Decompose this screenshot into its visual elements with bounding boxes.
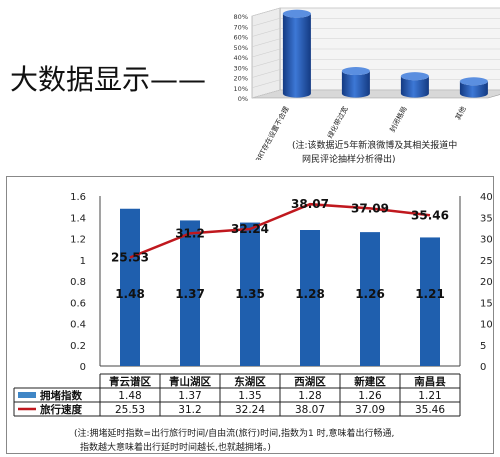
congestion-bar <box>240 222 260 366</box>
right-axis-tick: 5 <box>480 341 486 352</box>
left-axis-tick: 0.2 <box>70 341 86 352</box>
top-chart-bar <box>341 71 370 98</box>
top-chart-gridline <box>251 28 281 37</box>
speed-data-label: 31.2 <box>175 226 205 240</box>
congestion-data-label: 1.37 <box>175 287 205 301</box>
congestion-bar <box>120 208 140 366</box>
top-chart-y-tick: 10% <box>234 85 248 93</box>
top-chart-bar-top <box>400 72 429 81</box>
right-axis-tick: 30 <box>480 235 493 246</box>
left-axis-tick: 0.6 <box>70 298 86 309</box>
top-chart-y-tick: 80% <box>234 13 248 21</box>
speed-data-label: 25.53 <box>111 250 149 264</box>
left-axis-tick: 1 <box>80 256 86 267</box>
left-axis-tick: 0 <box>80 362 86 373</box>
table-category-label: 东湖区 <box>234 375 266 388</box>
table-category-label: 西湖区 <box>294 375 326 388</box>
table-category-label: 青山湖区 <box>169 375 211 388</box>
main-chart-note-line2: 指数越大意味着出行延时时间越长,也就越拥堵。) <box>80 443 271 453</box>
top-chart-bar <box>459 81 488 98</box>
speed-data-label: 38.07 <box>291 197 329 211</box>
congestion-data-label: 1.21 <box>415 287 445 301</box>
table-category-label: 新建区 <box>354 375 386 388</box>
left-axis-tick: 0.8 <box>70 277 86 288</box>
congestion-bar <box>420 237 440 366</box>
table-speed-value: 32.24 <box>235 404 265 416</box>
top-chart-note-line1: (注:该数据近5年新浪微博及其相关报道中 <box>292 141 458 151</box>
top-chart-y-tick: 0% <box>238 95 248 103</box>
right-axis-tick: 25 <box>480 256 493 267</box>
table-speed-value: 37.09 <box>355 404 385 416</box>
right-axis-tick: 15 <box>480 298 493 309</box>
right-axis-tick: 20 <box>480 277 493 288</box>
table-congestion-value: 1.21 <box>418 390 441 402</box>
top-chart-bar-top <box>459 77 488 86</box>
top-chart-y-tick: 60% <box>234 34 248 42</box>
table-category-label: 青云谱区 <box>109 375 151 388</box>
top-chart-gridline <box>251 79 281 89</box>
table-speed-value: 25.53 <box>115 404 145 416</box>
top-chart-gridline <box>251 38 281 48</box>
top-chart-gridline <box>251 89 281 99</box>
speed-data-label: 35.46 <box>411 208 449 222</box>
speed-data-label: 32.24 <box>231 222 269 236</box>
main-chart-note-line1: (注:拥堵延时指数=出行旅行时间/自由流(旅行)时间,指数为1 时,意味着出行畅… <box>74 429 395 439</box>
right-axis-tick: 40 <box>480 192 493 203</box>
legend-label-speed: 旅行速度 <box>40 403 82 416</box>
table-speed-value: 35.46 <box>415 404 445 416</box>
table-congestion-value: 1.35 <box>238 390 261 402</box>
top-chart-y-tick: 30% <box>234 64 248 72</box>
left-axis-tick: 1.4 <box>70 213 86 224</box>
top-chart-bar <box>282 13 311 98</box>
table-speed-value: 38.07 <box>295 404 325 416</box>
top-chart-bar <box>400 76 429 98</box>
congestion-data-label: 1.35 <box>235 287 265 301</box>
left-axis-tick: 0.4 <box>70 320 86 331</box>
top-chart-gridline <box>251 17 281 27</box>
right-axis-tick: 10 <box>480 320 493 331</box>
top-chart-gridline <box>251 69 281 78</box>
congestion-data-label: 1.28 <box>295 287 325 301</box>
top-chart-bar-top <box>282 9 311 18</box>
top-chart-y-tick: 50% <box>234 44 248 52</box>
top-chart-y-tick: 20% <box>234 75 248 83</box>
main-chart-frame <box>6 176 494 454</box>
speed-line <box>129 202 431 259</box>
top-chart-gridline <box>251 58 281 68</box>
page-heading: 大数据显示—— <box>10 63 207 96</box>
congestion-bar <box>300 230 320 366</box>
table-congestion-value: 1.28 <box>298 390 321 402</box>
table-congestion-value: 1.26 <box>358 390 382 402</box>
left-axis-tick: 1.6 <box>70 192 86 203</box>
top-chart-gridline <box>251 48 281 58</box>
left-axis-tick: 1.2 <box>70 235 86 246</box>
table-congestion-value: 1.48 <box>118 390 141 402</box>
table-congestion-value: 1.37 <box>178 390 201 402</box>
top-chart-bar-top <box>341 67 370 76</box>
right-axis-tick: 0 <box>480 362 486 373</box>
top-chart-note-line2: 网民评论抽样分析得出) <box>302 155 396 165</box>
speed-data-label: 37.09 <box>351 201 389 215</box>
congestion-bar <box>360 232 380 366</box>
top-chart-gridline <box>251 7 281 17</box>
table-speed-value: 31.2 <box>178 404 201 416</box>
congestion-data-label: 1.48 <box>115 287 145 301</box>
top-chart-y-tick: 70% <box>234 23 248 31</box>
right-axis-tick: 35 <box>480 213 493 224</box>
top-bar-chart: 80%70%60%50%40%30%20%10%0%认为BRT存在设置不合理 绿化… <box>234 7 500 160</box>
table-category-label: 南昌县 <box>414 375 446 388</box>
congestion-bar <box>180 220 200 366</box>
top-chart-y-tick: 40% <box>234 54 248 62</box>
legend-swatch-congestion <box>18 392 36 398</box>
legend-label-congestion: 拥堵指数 <box>40 389 82 402</box>
congestion-data-label: 1.26 <box>355 287 385 301</box>
